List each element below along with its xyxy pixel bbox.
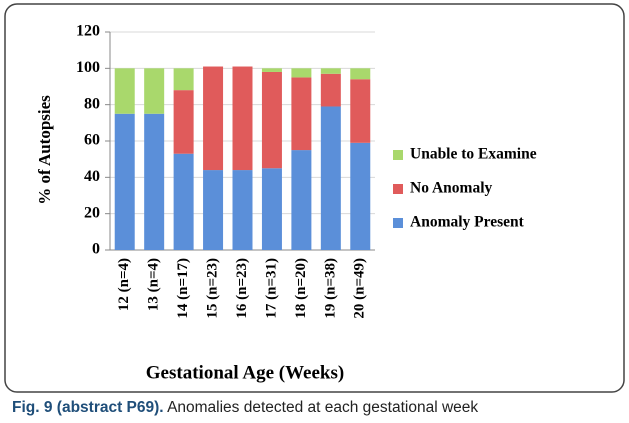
legend-swatch xyxy=(393,218,403,228)
bar-segment xyxy=(203,66,224,171)
bar-segment xyxy=(232,170,253,250)
bar-segment xyxy=(350,142,371,250)
x-tick-label: 16 (n=23) xyxy=(234,258,250,319)
bar-segment xyxy=(350,68,371,80)
bar-segment xyxy=(291,68,312,78)
y-axis-title: % of Autopsies xyxy=(35,95,54,205)
bar-segment xyxy=(350,79,371,143)
bar-segment xyxy=(173,68,194,91)
x-tick-label: 17 (n=31) xyxy=(263,258,279,319)
bar-segment xyxy=(320,73,341,107)
x-tick-label: 19 (n=38) xyxy=(322,258,338,319)
bar-segment xyxy=(203,170,224,250)
legend-swatch xyxy=(393,150,403,160)
bar-segment xyxy=(291,77,312,151)
legend-label: Unable to Examine xyxy=(410,146,537,163)
y-tick-label: 80 xyxy=(84,95,100,112)
x-tick-label: 13 (n=4) xyxy=(146,258,162,311)
legend-label: No Anomaly xyxy=(410,180,492,197)
x-tick-label: 18 (n=20) xyxy=(293,258,309,319)
y-tick-label: 120 xyxy=(76,23,100,40)
legend-label: Anomaly Present xyxy=(410,214,525,231)
bar-segment xyxy=(173,153,194,250)
bar-segment xyxy=(144,113,165,250)
bar-segment xyxy=(261,168,282,250)
bar-segment xyxy=(261,71,282,169)
y-tick-label: 40 xyxy=(84,168,100,185)
bar-segment xyxy=(261,68,282,72)
bar-segment xyxy=(320,68,341,74)
caption: Fig. 9 (abstract P69). Anomalies detecte… xyxy=(12,399,478,416)
bar-segment xyxy=(291,150,312,250)
y-tick-label: 100 xyxy=(76,59,100,76)
bar-segment xyxy=(320,106,341,250)
y-tick-label: 20 xyxy=(84,204,100,221)
x-tick-label: 14 (n=17) xyxy=(175,258,191,319)
x-tick-label: 15 (n=23) xyxy=(204,258,220,319)
bar-segment xyxy=(173,90,194,154)
bar-segment xyxy=(144,68,165,114)
bar-segment xyxy=(232,66,253,171)
caption-text: Anomalies detected at each gestational w… xyxy=(167,399,478,416)
bar-segment xyxy=(114,68,135,114)
x-tick-label: 20 (n=49) xyxy=(352,258,368,319)
legend-swatch xyxy=(393,184,403,194)
x-tick-label: 12 (n=4) xyxy=(116,258,132,311)
caption-label: Fig. 9 (abstract P69). xyxy=(12,399,164,416)
y-tick-label: 60 xyxy=(84,132,100,149)
bar-segment xyxy=(114,113,135,250)
y-tick-label: 0 xyxy=(92,241,100,258)
x-axis-title: Gestational Age (Weeks) xyxy=(146,362,344,383)
